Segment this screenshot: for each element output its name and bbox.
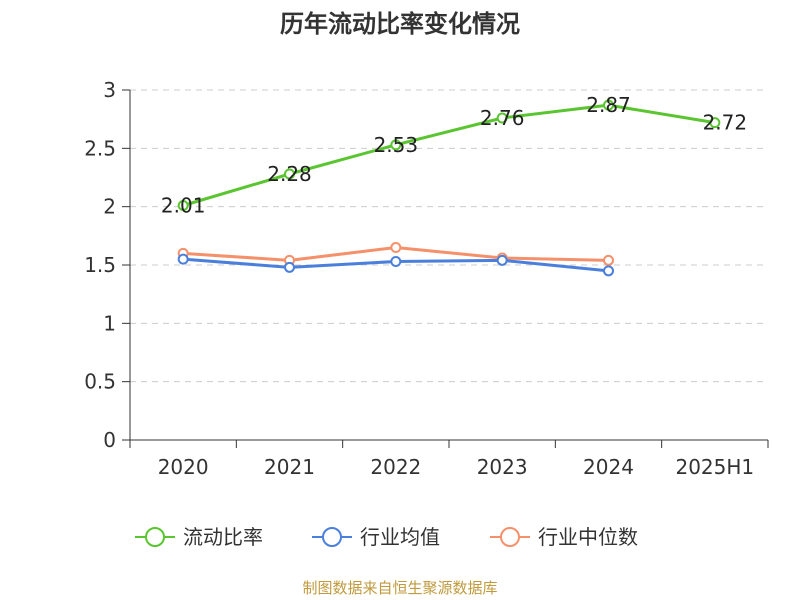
data-label: 2.28 [267,162,312,186]
legend-marker [500,527,520,547]
data-point [496,254,508,266]
x-tick-label: 2022 [370,455,421,479]
y-tick-label: 2 [103,195,116,219]
legend-label: 流动比率 [183,525,263,549]
x-tick-label: 2023 [477,455,528,479]
data-point [709,117,721,129]
x-tick-label: 2025H1 [675,455,754,479]
legend: 流动比率 行业均值 行业中位数 [135,525,638,549]
x-tick-label: 2020 [158,455,209,479]
grid-lines [130,89,768,383]
y-tick-label: 1 [103,311,116,335]
y-tick-label: 0 [103,428,116,452]
data-point [603,254,614,266]
series-lines: 2.01 2.28 2.53 2.76 2.87 2.72 [161,93,748,277]
data-label: 2.01 [161,194,206,218]
legend-label: 行业均值 [360,525,440,549]
data-point [284,261,295,273]
data-label: 2.76 [480,106,525,130]
source-note: 制图数据来自恒生聚源数据库 [302,579,497,597]
y-tick-label: 0.5 [84,370,116,394]
legend-marker [145,527,165,547]
series-line [182,103,716,207]
data-point [177,200,189,211]
x-tick-label: 2021 [264,455,315,479]
y-tick-label: 2.5 [84,136,116,160]
data-label: 2.53 [374,133,419,157]
data-point [390,256,402,267]
data-point [284,168,295,180]
data-label: 2.72 [703,111,748,135]
x-axis-ticks: 2020 2021 2022 2023 2024 2025H1 [129,440,769,479]
data-point [603,265,614,277]
y-tick-label: 3 [103,78,116,102]
legend-label: 行业中位数 [538,525,638,549]
x-tick-label: 2024 [583,455,634,479]
data-point [390,139,402,151]
data-point [603,99,614,111]
data-point [390,242,402,253]
chart-title: 历年流动比率变化情况 [280,10,520,38]
data-point [177,253,189,265]
legend-marker [322,527,342,547]
y-tick-label: 1.5 [84,253,116,277]
data-label: 2.87 [586,93,631,117]
data-point [496,112,508,124]
y-axis-ticks: 0 0.5 1 1.5 2 2.5 3 [84,78,130,452]
